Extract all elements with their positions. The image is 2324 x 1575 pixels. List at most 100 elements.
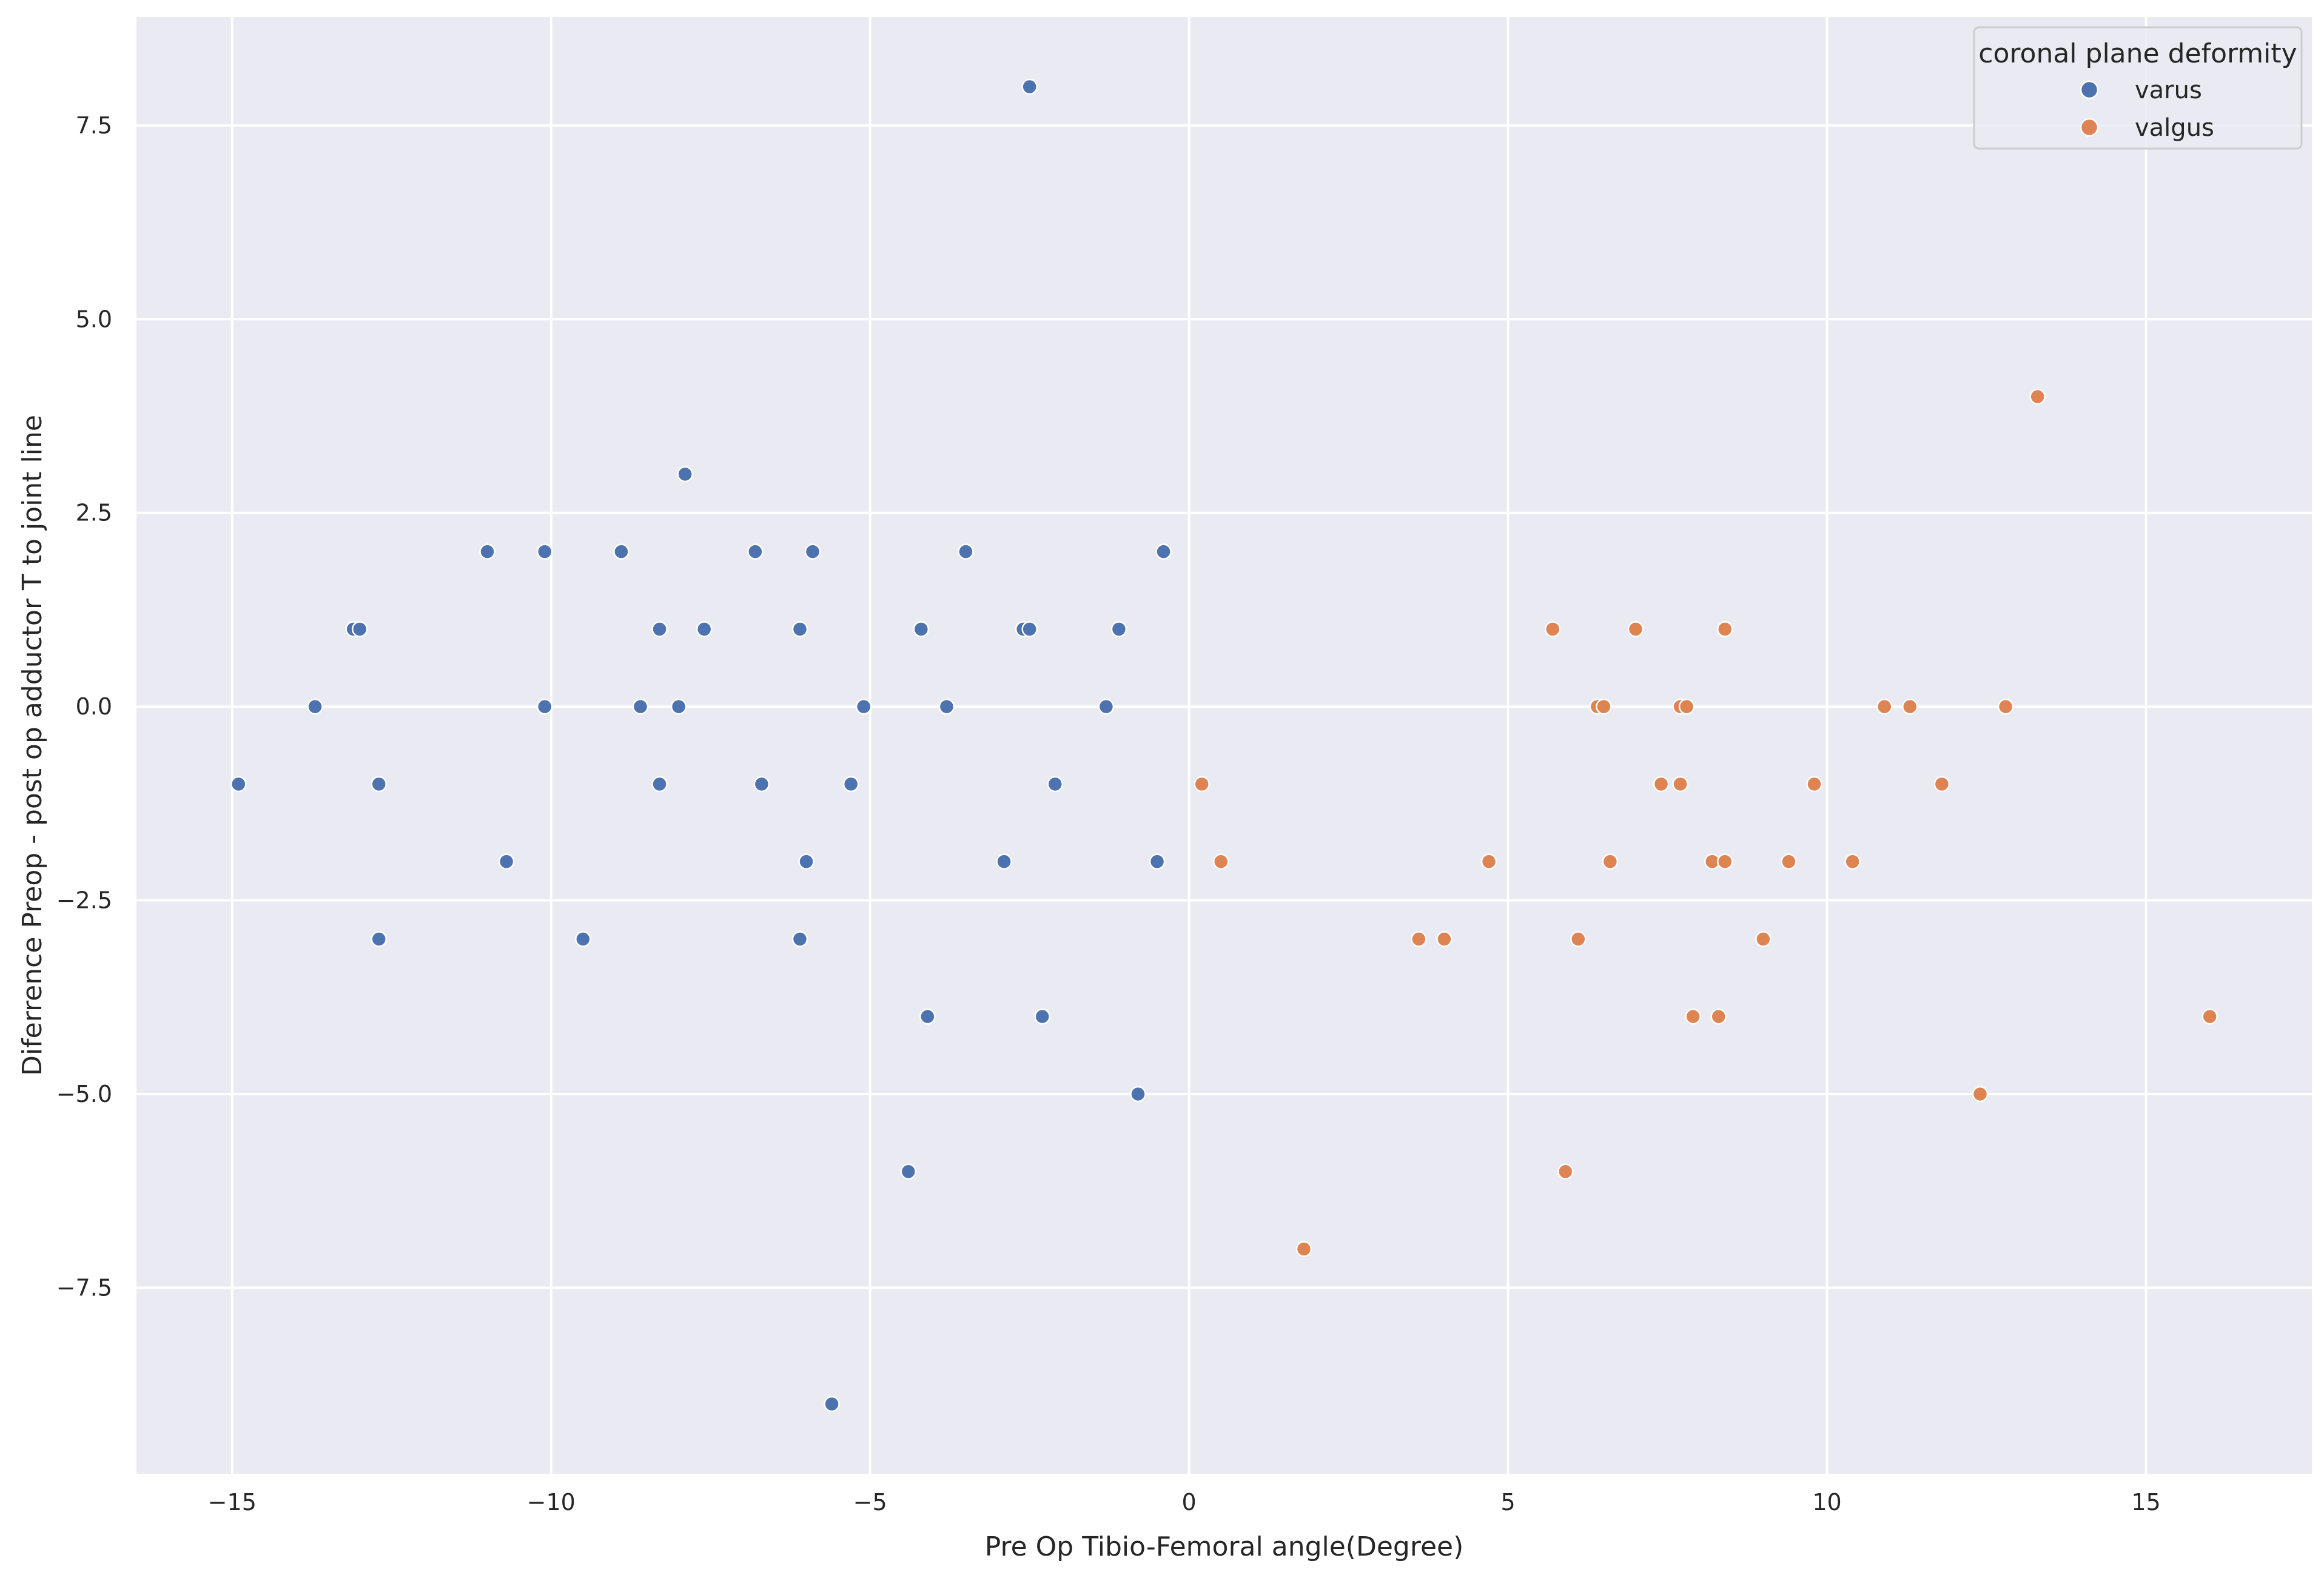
point-varus [651, 621, 668, 637]
point-valgus [1844, 853, 1861, 870]
point-varus [798, 853, 814, 870]
point-varus [804, 543, 821, 560]
point-valgus [1902, 698, 1918, 715]
point-valgus [1685, 1008, 1701, 1025]
point-varus [1034, 1008, 1050, 1025]
point-valgus [1755, 931, 1772, 947]
point-varus [791, 931, 808, 947]
point-valgus [1653, 776, 1670, 793]
point-varus [1155, 543, 1172, 560]
point-valgus [1194, 776, 1210, 793]
point-varus [536, 543, 553, 560]
point-varus [1047, 776, 1063, 793]
x-tick-label: 15 [2131, 1489, 2160, 1516]
point-varus [371, 776, 387, 793]
point-valgus [1716, 621, 1733, 637]
point-varus [351, 621, 368, 637]
point-valgus [1480, 853, 1497, 870]
point-valgus [1212, 853, 1229, 870]
point-varus [1021, 621, 1038, 637]
point-varus [913, 621, 930, 637]
point-varus [824, 1395, 840, 1412]
point-varus [855, 698, 872, 715]
y-axis-label: Diferrence Preop - post op adductor T to… [17, 415, 48, 1076]
point-varus [1098, 698, 1115, 715]
point-varus [1149, 853, 1166, 870]
point-valgus [1876, 698, 1893, 715]
point-varus [753, 776, 770, 793]
x-tick-label: 10 [1812, 1489, 1841, 1516]
y-tick-labels: 7.5 5.0 2.5 0.0 −2.5 −5.0 −7.5 [56, 112, 112, 1301]
point-varus [651, 776, 668, 793]
y-tick-label: −2.5 [56, 887, 112, 914]
point-varus [842, 776, 859, 793]
point-valgus [1570, 931, 1587, 947]
point-valgus [1672, 776, 1688, 793]
x-tick-label: 0 [1182, 1489, 1197, 1516]
point-varus [677, 466, 693, 483]
plot-area [136, 17, 2312, 1474]
grid-lines [136, 17, 2312, 1474]
y-tick-label: 0.0 [76, 693, 112, 720]
point-valgus [1627, 621, 1644, 637]
point-varus [791, 621, 808, 637]
point-valgus [1806, 776, 1822, 793]
point-valgus [1933, 776, 1950, 793]
point-varus [919, 1008, 936, 1025]
y-tick-label: −5.0 [56, 1081, 112, 1107]
legend-marker-varus [2080, 80, 2099, 99]
point-valgus [1716, 853, 1733, 870]
point-valgus [1997, 698, 2014, 715]
x-tick-label: −5 [853, 1489, 887, 1516]
point-varus [1021, 78, 1038, 95]
point-varus [479, 543, 495, 560]
legend-label-valgus: valgus [2135, 114, 2214, 142]
point-valgus [1710, 1008, 1727, 1025]
point-valgus [1295, 1241, 1312, 1257]
point-varus [307, 698, 323, 715]
legend-label-varus: varus [2135, 76, 2202, 104]
point-varus [575, 931, 591, 947]
legend-marker-valgus [2080, 118, 2099, 137]
x-axis-label: Pre Op Tibio-Femoral angle(Degree) [985, 1531, 1464, 1562]
x-tick-label: −10 [527, 1489, 576, 1516]
y-tick-label: 2.5 [76, 500, 112, 526]
point-valgus [1544, 621, 1561, 637]
point-varus [371, 931, 387, 947]
data-points [230, 78, 2218, 1412]
point-varus [230, 776, 247, 793]
x-tick-label: −15 [208, 1489, 257, 1516]
point-valgus [2029, 388, 2046, 405]
point-varus [670, 698, 687, 715]
point-valgus [1596, 698, 1612, 715]
point-varus [1110, 621, 1127, 637]
point-valgus [2201, 1008, 2218, 1025]
x-tick-labels: −15 −10 −5 0 5 10 15 [208, 1489, 2161, 1516]
legend-box [1973, 26, 2303, 150]
point-varus [536, 698, 553, 715]
point-varus [1130, 1086, 1146, 1103]
point-varus [747, 543, 764, 560]
point-valgus [1557, 1163, 1574, 1180]
point-valgus [1602, 853, 1619, 870]
y-tick-label: −7.5 [56, 1274, 112, 1301]
y-tick-label: 5.0 [76, 306, 112, 332]
point-varus [996, 853, 1012, 870]
point-varus [900, 1163, 917, 1180]
legend-items: varus valgus [2080, 76, 2214, 142]
point-valgus [1436, 931, 1452, 947]
point-varus [696, 621, 713, 637]
point-valgus [1781, 853, 1797, 870]
point-valgus [1411, 931, 1427, 947]
x-tick-label: 5 [1501, 1489, 1516, 1516]
legend: coronal plane deformity varus valgus [1973, 26, 2303, 150]
point-varus [498, 853, 515, 870]
point-varus [613, 543, 630, 560]
point-varus [958, 543, 974, 560]
legend-title: coronal plane deformity [1978, 38, 2297, 69]
point-varus [938, 698, 955, 715]
point-valgus [1678, 698, 1695, 715]
y-tick-label: 7.5 [76, 112, 112, 139]
point-valgus [1972, 1086, 1989, 1103]
